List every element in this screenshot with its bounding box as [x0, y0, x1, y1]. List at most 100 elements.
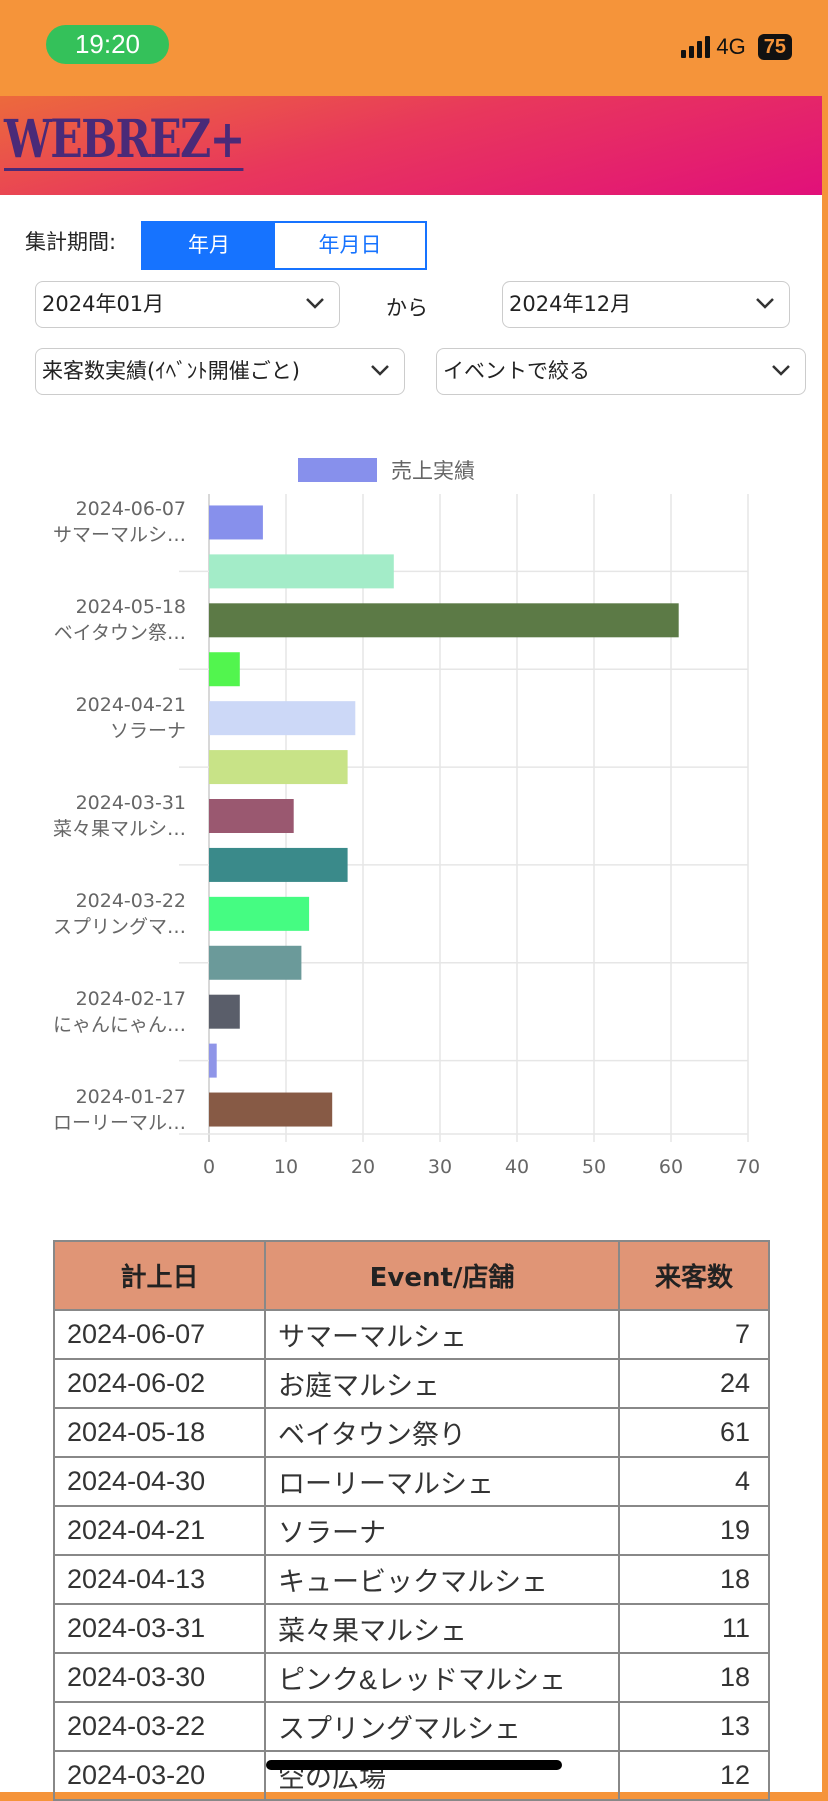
col-date[interactable]: 計上日 [53, 1240, 266, 1311]
table-row[interactable]: 2024-06-07 サマーマルシェ 7 [53, 1309, 770, 1360]
bar [209, 652, 240, 687]
cell-date: 2024-04-13 [53, 1554, 266, 1605]
cell-date: 2024-06-02 [53, 1358, 266, 1409]
bar [209, 945, 302, 980]
y-tick-label-line: 2024-02-17 [75, 987, 186, 1010]
cell-visitors: 4 [618, 1456, 770, 1507]
y-tick-label: 2024-01-27 ローリーマル… [53, 1084, 186, 1136]
cell-event: スプリングマルシェ [264, 1701, 620, 1752]
table-row[interactable]: 2024-03-30 ピンク&レッドマルシェ 18 [53, 1652, 770, 1703]
battery-icon: 75 [757, 34, 792, 60]
cell-visitors: 24 [618, 1358, 770, 1409]
bar [209, 799, 294, 833]
table-row[interactable]: 2024-04-21 ソラーナ 19 [53, 1505, 770, 1556]
bar [209, 603, 679, 638]
status-bar: 19:20 4G 75 [0, 0, 828, 96]
to-month-select[interactable]: 2024年12月 [502, 281, 790, 328]
cell-date: 2024-06-07 [53, 1309, 266, 1360]
cell-visitors: 7 [618, 1309, 770, 1360]
bar [209, 1092, 333, 1127]
results-table: 計上日 Event/店舗 来客数 2024-06-07 サマーマルシェ 7 2024-… [53, 1240, 770, 1801]
table-row[interactable]: 2024-03-20 空の広場 12 [53, 1750, 770, 1801]
table-row[interactable]: 2024-04-30 ローリーマルシェ 4 [53, 1456, 770, 1507]
home-indicator [266, 1760, 562, 1770]
cell-date: 2024-03-31 [53, 1603, 266, 1654]
cell-visitors: 19 [618, 1505, 770, 1556]
col-event[interactable]: Event/店舗 [264, 1240, 620, 1311]
y-tick-label: 2024-03-22 スプリングマ… [53, 888, 186, 940]
chevron-down-icon [371, 365, 389, 376]
y-tick-label-line: 菜々果マルシ… [52, 818, 186, 840]
table-row[interactable]: 2024-05-18 ベイタウン祭り 61 [53, 1407, 770, 1458]
y-tick-label-line: スプリングマ… [52, 915, 186, 938]
cell-event: キュービックマルシェ [264, 1554, 620, 1605]
status-icons: 4G 75 [681, 34, 792, 60]
y-tick-label: 2024-02-17 にゃんにゃん… [53, 986, 186, 1038]
y-tick-label-line: 2024-06-07 [75, 498, 186, 521]
cell-event: 空の広場 [264, 1750, 620, 1801]
x-tick-label: 0 [202, 1156, 216, 1178]
table-row[interactable]: 2024-03-22 スプリングマルシェ 13 [53, 1701, 770, 1752]
y-tick-label-line: 2024-05-18 [75, 596, 186, 619]
y-tick-label-line: 2024-03-31 [75, 792, 186, 814]
cell-event: ソラーナ [264, 1505, 620, 1556]
y-tick-label: 2024-06-07 サマーマルシ… [53, 496, 186, 548]
y-tick-label-line: 2024-01-27 [75, 1085, 186, 1108]
event-filter-select[interactable]: イベントで絞る [436, 348, 806, 395]
cell-event: 菜々果マルシェ [264, 1603, 620, 1654]
cell-event: サマーマルシェ [264, 1309, 620, 1360]
cell-visitors: 12 [618, 1750, 770, 1801]
col-visitors[interactable]: 来客数 [618, 1240, 770, 1311]
x-tick-label: 20 [350, 1156, 376, 1178]
metric-value: 来客数実績(ｲﾍﾞﾝﾄ開催ごと) [42, 359, 300, 383]
period-label: 集計期間: [25, 230, 117, 254]
event-filter-value: イベントで絞る [443, 359, 590, 383]
segment-year-month-day[interactable]: 年月日 [275, 223, 425, 268]
chevron-down-icon [772, 365, 790, 376]
segment-year-month[interactable]: 年月 [143, 223, 275, 268]
table-row[interactable]: 2024-04-13 キュービックマルシェ 18 [53, 1554, 770, 1605]
y-tick-label-line: ソラーナ [109, 720, 186, 743]
x-tick-label: 30 [427, 1156, 453, 1178]
page: WEBREZ+ 集計期間: 年月 年月日 2024年01月 から 2024年12… [0, 96, 822, 1801]
legend[interactable]: 売上実績 [298, 455, 475, 485]
from-month-select[interactable]: 2024年01月 [35, 281, 340, 328]
logo[interactable]: WEBREZ+ [4, 109, 245, 171]
plot-area [179, 494, 749, 1142]
x-tick-label: 60 [658, 1156, 684, 1178]
y-tick-label: 2024-04-21 ソラーナ [76, 692, 186, 744]
y-tick-label-line: ローリーマル… [52, 1111, 186, 1134]
cell-visitors: 18 [618, 1554, 770, 1605]
cell-date: 2024-04-21 [53, 1505, 266, 1556]
period-toggle: 年月 年月日 [141, 221, 427, 270]
cell-visitors: 18 [618, 1652, 770, 1703]
y-tick-label-line: ベイタウン祭… [53, 622, 186, 645]
cell-visitors: 13 [618, 1701, 770, 1752]
y-tick-label-line: サマーマルシ… [52, 524, 186, 547]
network-type: 4G [716, 34, 746, 59]
chevron-down-icon [756, 298, 774, 309]
cell-date: 2024-05-18 [53, 1407, 266, 1458]
y-tick-label: 2024-05-18 ベイタウン祭… [54, 594, 186, 646]
to-month-value: 2024年12月 [509, 292, 632, 316]
table-row[interactable]: 2024-03-31 菜々果マルシェ 11 [53, 1603, 770, 1654]
cell-event: ローリーマルシェ [264, 1456, 620, 1507]
bar [209, 994, 240, 1029]
bar [209, 701, 356, 736]
bar [209, 896, 310, 931]
cell-date: 2024-03-22 [53, 1701, 266, 1752]
chevron-down-icon [306, 298, 324, 309]
cell-event: ピンク&レッドマルシェ [264, 1652, 620, 1703]
cell-visitors: 11 [618, 1603, 770, 1654]
from-month-value: 2024年01月 [42, 292, 165, 316]
header: WEBREZ+ [0, 96, 822, 195]
bar [209, 505, 263, 540]
bar [209, 554, 394, 589]
x-tick-label: 50 [581, 1156, 607, 1178]
range-separator: から [386, 296, 428, 320]
table-row[interactable]: 2024-06-02 お庭マルシェ 24 [53, 1358, 770, 1409]
cell-visitors: 61 [618, 1407, 770, 1458]
y-tick-label: 2024-03-31 菜々果マルシ… [53, 790, 186, 842]
x-tick-label: 70 [735, 1156, 761, 1178]
metric-select[interactable]: 来客数実績(ｲﾍﾞﾝﾄ開催ごと) [35, 348, 405, 395]
